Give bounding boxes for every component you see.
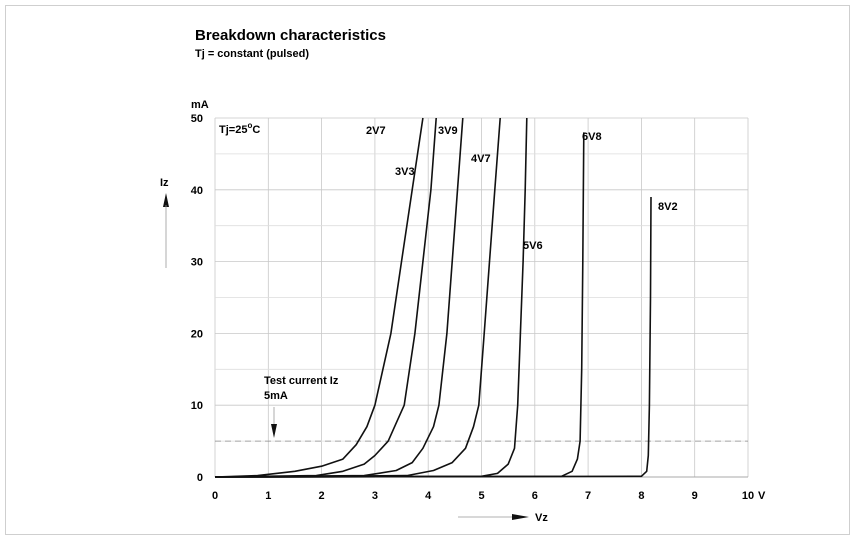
x-axis-arrow-icon [512,514,529,520]
series-layer: 2V7 3V3 3V9 4V7 5V6 6V8 8V2 [214,117,678,478]
x-tick-label: 5 [478,490,484,502]
test-current-arrow-icon [271,424,277,438]
chart-subtitle: Tj = constant (pulsed) [195,48,309,60]
y-tick-label: 30 [191,257,203,269]
series-line-3v3 [214,117,437,478]
series-label-6v8: 6V8 [582,131,602,143]
x-tick-label: 8 [638,490,644,502]
x-axis-label: Vz [535,512,548,524]
y-tick-label: 10 [191,400,203,412]
x-tick-label: 6 [532,490,538,502]
series-line-5v6 [214,117,528,478]
y-unit-label: mA [191,99,209,111]
y-axis-arrow-icon [163,193,169,207]
y-tick-label: 20 [191,328,203,340]
series-label-8v2: 8V2 [658,201,678,213]
grid [214,117,749,478]
series-line-4v7 [214,117,501,478]
y-tick-label: 0 [197,472,203,484]
chart-frame [5,5,850,535]
chart-title: Breakdown characteristics [195,27,386,44]
tick-labels: 0 1 2 3 4 5 6 7 8 9 10 0 10 20 30 40 50 [191,113,754,502]
x-tick-label: 1 [265,490,271,502]
condition-label: Tj=25oC [219,121,260,136]
series-label-5v6: 5V6 [523,240,543,252]
series-label-2v7: 2V7 [366,125,386,137]
x-tick-label: 3 [372,490,378,502]
series-label-4v7: 4V7 [471,153,491,165]
y-tick-label: 50 [191,113,203,125]
x-tick-label: 2 [319,490,325,502]
series-line-8v2 [214,196,652,478]
test-current-label: Test current Iz [264,375,339,387]
y-tick-label: 40 [191,185,203,197]
y-axis-label: Iz [160,177,169,189]
test-current-value: 5mA [264,390,288,402]
x-tick-label: 9 [692,490,698,502]
x-tick-label: 7 [585,490,591,502]
series-line-6v8 [214,132,585,478]
series-label-3v9: 3V9 [438,125,458,137]
x-tick-label: 0 [212,490,218,502]
x-tick-label: 10 [742,490,754,502]
series-line-3v9 [214,117,464,478]
x-unit-label: V [758,490,766,502]
x-tick-label: 4 [425,490,432,502]
series-label-3v3: 3V3 [395,166,415,178]
series-line-2v7 [214,117,424,478]
